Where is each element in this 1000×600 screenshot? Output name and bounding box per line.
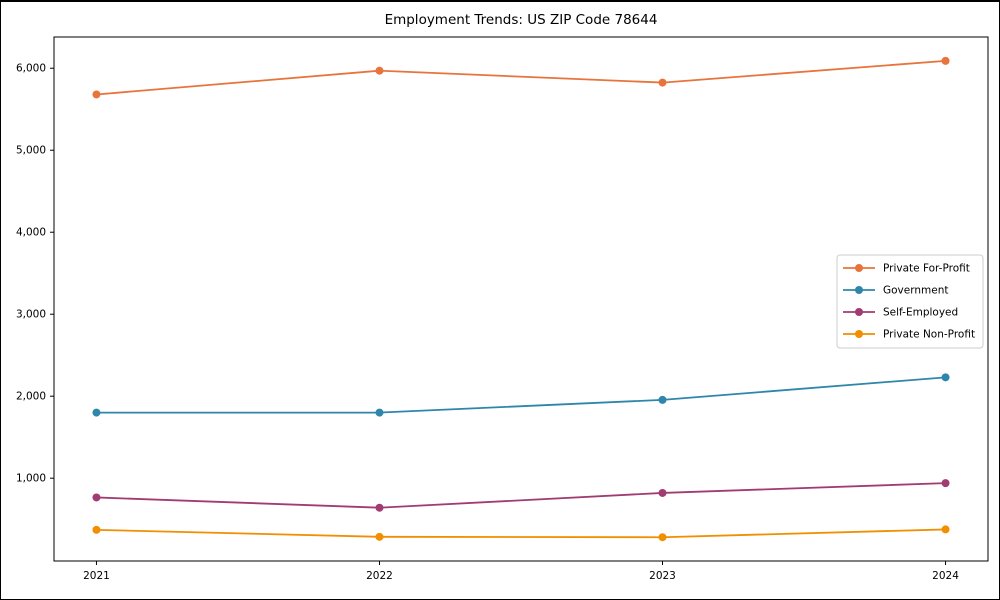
y-tick-label: 3,000	[16, 309, 46, 321]
legend-label: Self-Employed	[883, 307, 958, 319]
legend-label: Private For-Profit	[883, 263, 970, 275]
x-tick-label: 2022	[366, 570, 393, 582]
legend-marker-private-non-profit	[855, 330, 863, 338]
y-tick-label: 5,000	[16, 145, 46, 157]
marker-private-non-profit	[92, 525, 101, 534]
legend-marker-government	[855, 286, 863, 294]
y-tick-label: 4,000	[16, 227, 46, 239]
marker-government	[941, 373, 950, 382]
marker-self-employed	[375, 503, 384, 512]
plot-area: 1,000 2,000 3,000 4,000 5,000 6,000 2021 2022 20…	[16, 36, 989, 582]
legend-label: Private Non-Profit	[883, 329, 975, 341]
marker-private-for-profit	[658, 78, 667, 87]
legend-label: Government	[883, 285, 948, 297]
marker-private-non-profit	[941, 525, 950, 534]
marker-private-for-profit	[92, 90, 101, 99]
y-tick-label: 2,000	[16, 391, 46, 403]
line-self-employed	[96, 482, 946, 509]
marker-private-non-profit	[658, 533, 667, 542]
y-tick-label: 6,000	[16, 63, 46, 75]
plot-border	[53, 36, 989, 562]
x-tick-label: 2021	[83, 570, 110, 582]
legend-marker-self-employed	[855, 308, 863, 316]
marker-government	[375, 408, 384, 417]
line-government	[96, 376, 946, 414]
legend-marker-private-for-profit	[855, 264, 863, 272]
x-tick-label: 2024	[932, 570, 959, 582]
marker-self-employed	[92, 493, 101, 502]
line-private-for-profit	[96, 59, 946, 96]
line-private-non-profit	[96, 528, 946, 539]
marker-self-employed	[658, 488, 667, 497]
marker-private-non-profit	[375, 532, 384, 541]
y-tick-label: 1,000	[16, 473, 46, 485]
legend-box	[836, 254, 984, 349]
marker-private-for-profit	[375, 66, 384, 75]
marker-private-for-profit	[941, 56, 950, 65]
chart-title: Employment Trends: US ZIP Code 78644	[385, 12, 658, 28]
marker-government	[658, 395, 667, 404]
marker-government	[92, 408, 101, 417]
x-tick-label: 2023	[649, 570, 676, 582]
marker-self-employed	[941, 479, 950, 488]
